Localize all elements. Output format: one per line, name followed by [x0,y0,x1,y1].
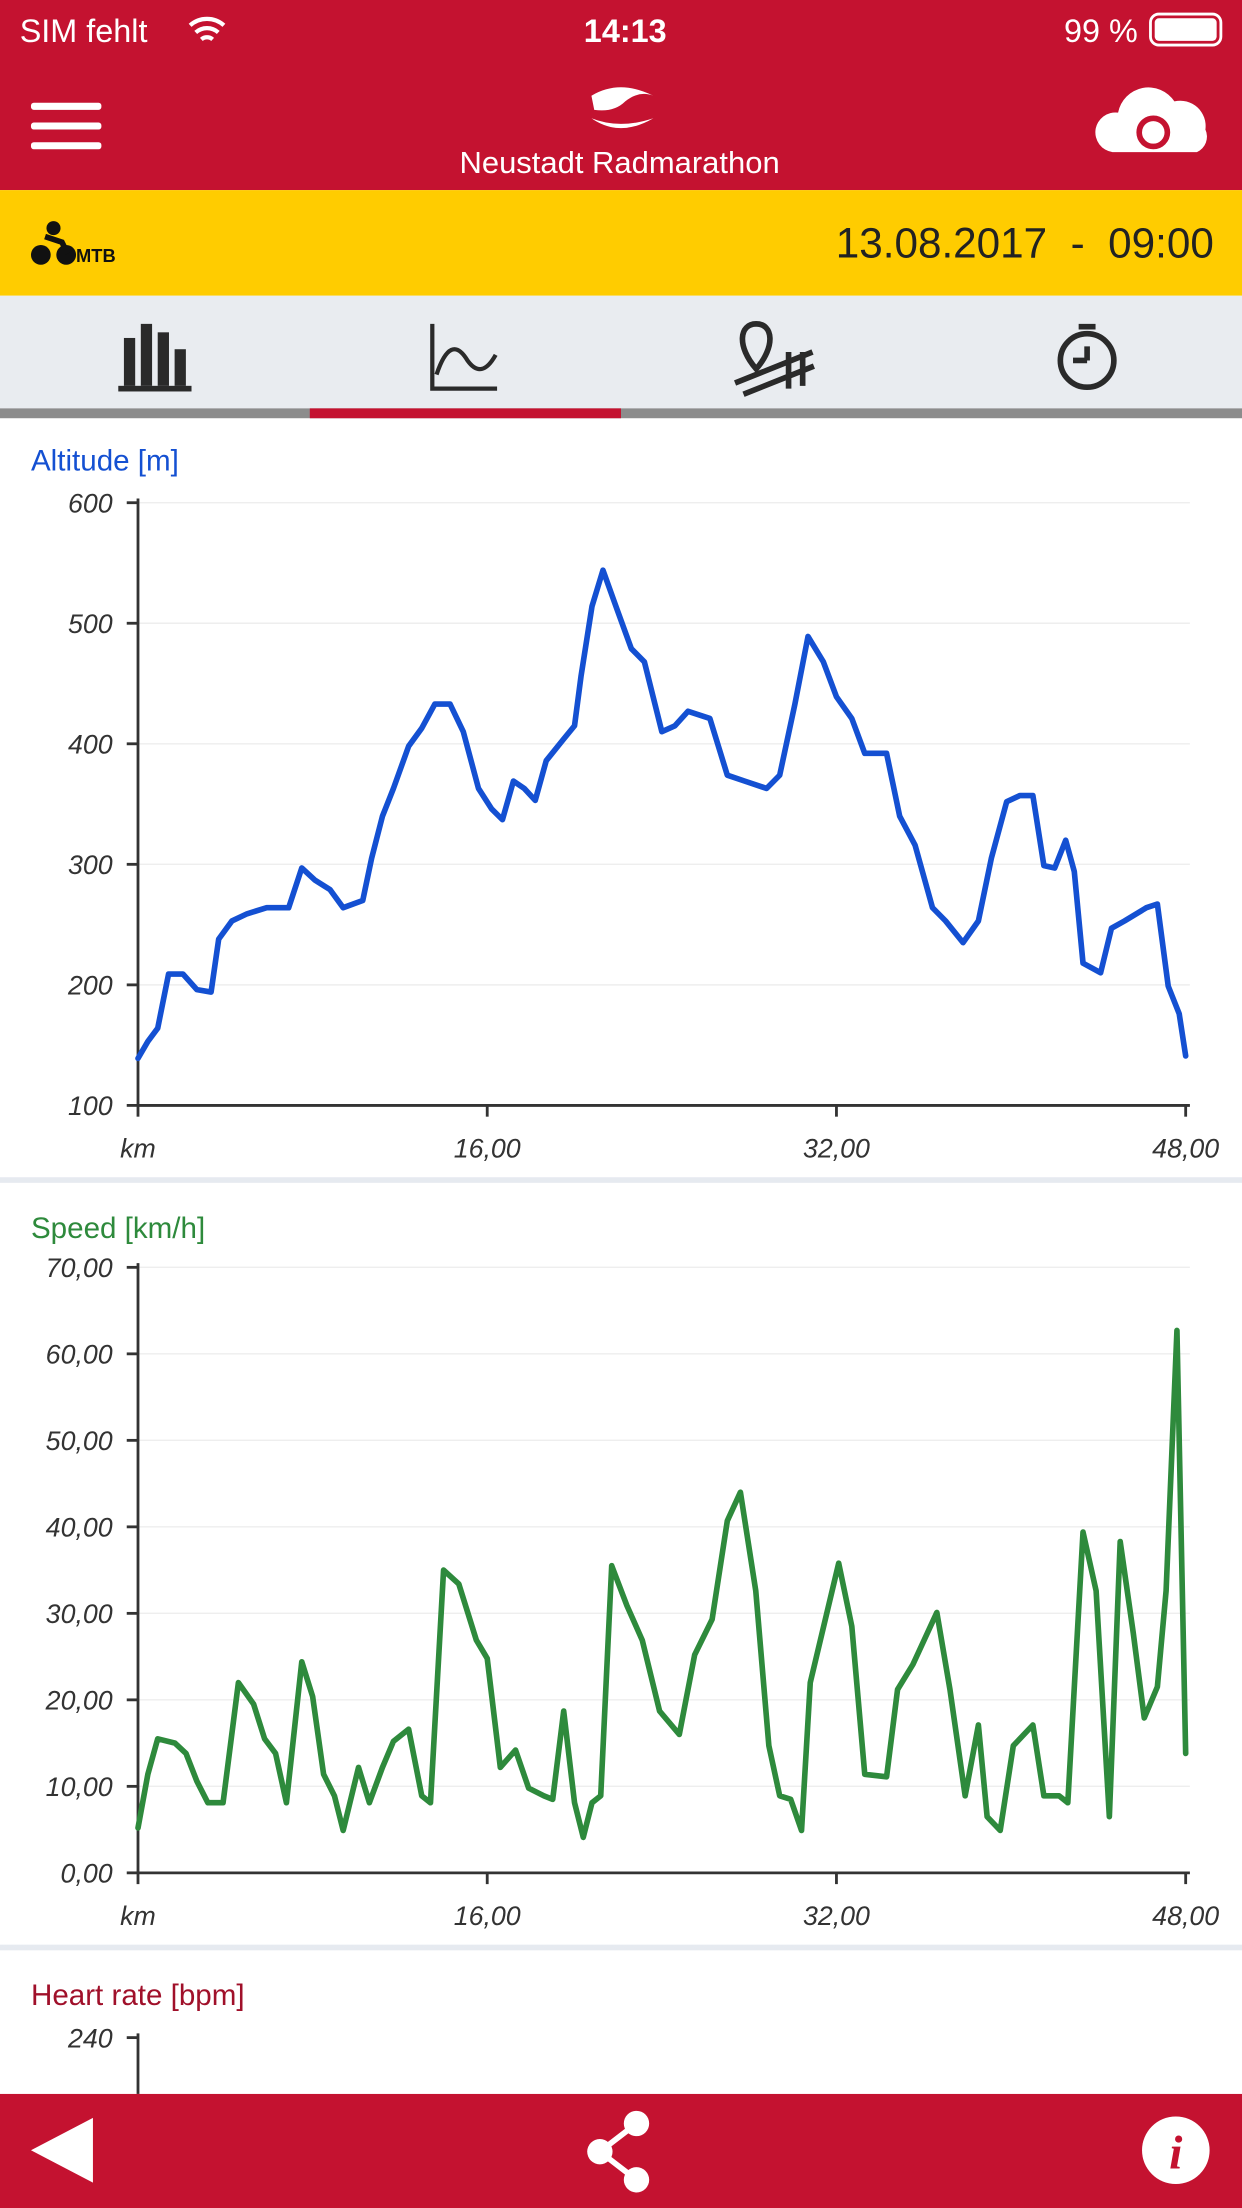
x-tick-label: 48,00 [1152,1901,1219,1931]
y-tick-label: 200 [67,971,113,1001]
bottom-bar [0,2093,1242,2208]
carrier: SIM fehlt [20,13,148,49]
chart-title: Heart rate [bpm] [31,1979,245,2012]
battery-icon [1149,12,1223,47]
sync-button[interactable] [1095,87,1207,153]
y-tick-label: 0,00 [61,1859,113,1889]
data-line [135,1327,1189,1841]
header-title: Neustadt Radmarathon [459,145,779,180]
y-tick-label: 240 [67,2023,113,2053]
svg-text:i: i [1169,2127,1183,2180]
y-tick-label: 30,00 [46,1599,113,1629]
active-tab-indicator [309,408,621,419]
tab-timer[interactable] [1057,323,1117,391]
chart-title: Altitude [m] [31,444,179,477]
tab-charts[interactable] [430,323,498,391]
back-button[interactable] [30,2117,93,2183]
event-bar [0,190,1242,296]
bike-icon [30,221,77,265]
tab-bar [0,295,1242,409]
battery-text: 99 % [1064,13,1138,49]
clock: 14:13 [584,13,667,49]
x-axis-label: km [120,1134,156,1164]
y-tick-label: 20,00 [45,1686,113,1716]
y-tick-label: 300 [68,850,113,880]
x-tick-label: 48,00 [1152,1134,1219,1164]
data-line [135,567,1189,1062]
info-button[interactable]: i [1142,2116,1210,2185]
sport-label: MTB [76,245,116,266]
y-tick-label: 10,00 [46,1772,113,1802]
tab-stats[interactable] [118,323,192,392]
menu-button[interactable] [30,102,102,150]
y-tick-label: 500 [68,609,113,639]
x-tick-label: 32,00 [803,1134,870,1164]
y-tick-label: 70,00 [46,1253,113,1283]
charts: Altitude [m] 100 200 300 400 500 600 km 16,00 32,… [31,444,1219,2094]
x-tick-label: 16,00 [454,1901,521,1931]
battery-level [1154,18,1217,41]
y-tick-label: 400 [68,730,113,760]
tab-map[interactable] [734,321,815,397]
y-tick-label: 600 [68,489,113,519]
separator [0,1177,1242,1183]
y-tick-label: 40,00 [46,1513,113,1543]
share-button[interactable] [587,2110,650,2193]
y-tick-label: 100 [68,1091,113,1121]
x-axis-label: km [120,1901,156,1931]
wifi-icon [188,16,226,42]
event-datetime: 13.08.2017 - 09:00 [836,220,1214,267]
separator [0,1944,1242,1951]
y-tick-label: 50,00 [46,1426,113,1456]
y-tick-label: 60,00 [46,1340,113,1370]
chart-title: Speed [km/h] [31,1212,205,1245]
x-tick-label: 16,00 [454,1134,521,1164]
logo [591,87,654,129]
x-tick-label: 32,00 [803,1901,870,1931]
